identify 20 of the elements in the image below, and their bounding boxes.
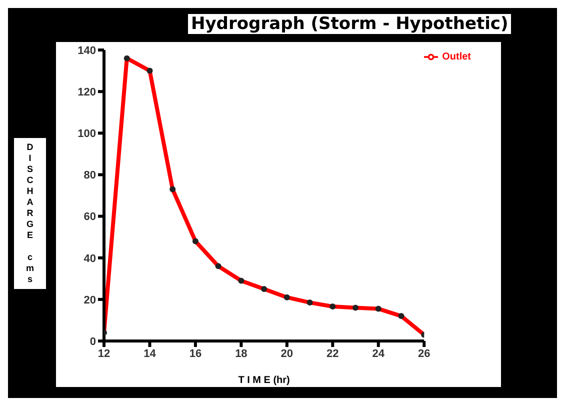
y-tick-label: 80 <box>84 170 96 182</box>
y-tick-label: 120 <box>78 86 96 98</box>
x-tick-label: 16 <box>189 348 202 360</box>
text: DISCHARGE cms <box>26 142 34 284</box>
y-tick-label: 60 <box>84 211 96 224</box>
y-tick-label: 0 <box>90 336 96 348</box>
x-tick-label: 24 <box>372 348 386 360</box>
legend-label: Outlet <box>442 52 471 63</box>
chart-title: Hydrograph (Storm - Hypothetic) <box>188 14 512 34</box>
x-tick-label: 14 <box>144 348 157 360</box>
y-tick-label: 20 <box>84 294 96 306</box>
x-tick-label: 20 <box>280 348 294 360</box>
x-tick-label: 26 <box>418 348 430 360</box>
x-tick-label: 18 <box>235 348 248 360</box>
x-tick-label: 22 <box>326 348 339 360</box>
y-tick-label: 40 <box>84 252 96 265</box>
y-tick-label: 140 <box>78 44 96 57</box>
y-tick-label: 100 <box>78 128 96 140</box>
x-tick-label: 12 <box>98 348 110 360</box>
x-axis-title: T I M E (hr) <box>238 375 290 386</box>
